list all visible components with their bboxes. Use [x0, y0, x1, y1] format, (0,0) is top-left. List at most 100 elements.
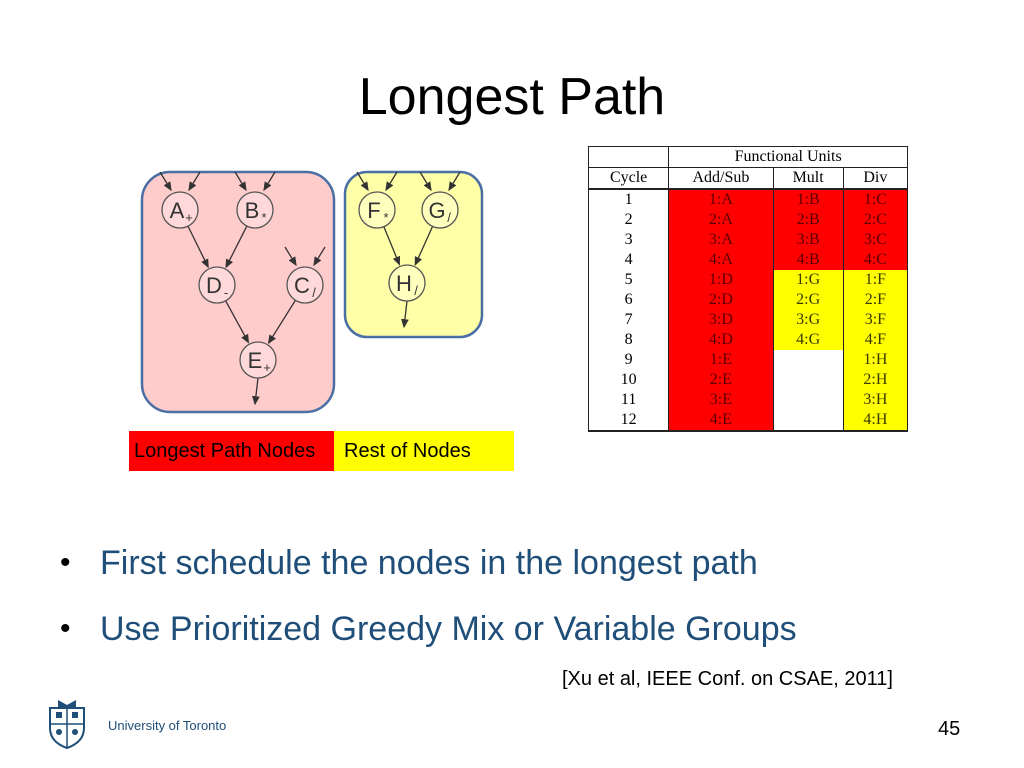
cell-mult — [772, 350, 844, 370]
table-row: 8 4:D 4:G 4:F — [587, 330, 909, 350]
node-op: - — [224, 285, 228, 300]
cell-add-sub: 2:A — [668, 210, 774, 230]
university-crest-icon — [49, 700, 85, 750]
schedule-table: Functional Units Cycle Add/Sub Mult Div … — [587, 146, 909, 432]
table-row: 10 2:E 2:H — [587, 370, 909, 390]
cell-cycle: 2 — [587, 210, 670, 230]
bullet-item: • First schedule the nodes in the longest… — [60, 530, 797, 596]
cell-mult — [772, 370, 844, 390]
cell-add-sub: 1:D — [668, 270, 774, 290]
cell-div: 1:F — [842, 270, 909, 290]
dfg-node: F * — [358, 191, 396, 229]
longest-path-group — [140, 170, 336, 414]
cell-add-sub: 4:E — [668, 410, 774, 432]
cell-add-sub: 3:A — [668, 230, 774, 250]
dfg-node: H / — [388, 264, 426, 302]
cell-div: 3:C — [842, 230, 909, 250]
node-label: A — [170, 198, 185, 223]
col-header-cycle: Cycle — [587, 167, 670, 190]
table-row: 6 2:D 2:G 2:F — [587, 290, 909, 310]
cell-add-sub: 1:A — [668, 189, 774, 210]
col-header-mult: Mult — [772, 167, 844, 190]
output-edge — [252, 377, 260, 406]
output-edge — [401, 300, 409, 329]
color-legend: Longest Path Nodes Rest of Nodes — [129, 431, 514, 471]
cell-cycle: 11 — [587, 390, 670, 410]
input-edge — [284, 246, 297, 267]
node-op: * — [261, 210, 266, 225]
cell-cycle: 1 — [587, 189, 670, 210]
bullet-list: • First schedule the nodes in the longest… — [60, 530, 797, 662]
col-header-add-sub: Add/Sub — [668, 167, 774, 190]
cell-div: 2:C — [842, 210, 909, 230]
table-row: 3 3:A 3:B 3:C — [587, 230, 909, 250]
col-header-div: Div — [842, 167, 909, 190]
legend-rest-nodes: Rest of Nodes — [334, 431, 514, 471]
input-edge — [419, 171, 432, 192]
cell-cycle: 5 — [587, 270, 670, 290]
cell-add-sub: 4:A — [668, 250, 774, 270]
input-edge — [263, 171, 276, 192]
input-edge — [159, 171, 172, 192]
cell-cycle: 10 — [587, 370, 670, 390]
node-op: / — [414, 283, 418, 298]
table-group-header: Functional Units — [668, 146, 908, 168]
input-edge — [188, 171, 201, 192]
node-label: B — [245, 198, 260, 223]
input-edge — [356, 171, 369, 192]
input-edge — [385, 171, 398, 192]
node-op: + — [185, 210, 193, 225]
graph-edge — [383, 226, 401, 266]
cell-div: 4:C — [842, 250, 909, 270]
cell-cycle: 3 — [587, 230, 670, 250]
cell-add-sub: 2:D — [668, 290, 774, 310]
cell-cycle: 4 — [587, 250, 670, 270]
cell-mult — [772, 410, 844, 432]
table-row: 4 4:A 4:B 4:C — [587, 250, 909, 270]
cell-div: 1:C — [842, 189, 909, 210]
table-row: 7 3:D 3:G 3:F — [587, 310, 909, 330]
node-op: / — [312, 285, 316, 300]
graph-edge — [187, 225, 209, 269]
dfg-node: A + — [161, 191, 199, 229]
table-row: 11 3:E 3:H — [587, 390, 909, 410]
bullet-dot-icon: • — [60, 612, 71, 645]
graph-edge — [414, 226, 434, 266]
dfg-node: B * — [236, 191, 274, 229]
cell-cycle: 7 — [587, 310, 670, 330]
cell-div: 4:F — [842, 330, 909, 350]
slide-title: Longest Path — [358, 68, 666, 126]
rest-nodes-group — [343, 170, 484, 339]
input-edge — [234, 171, 247, 192]
node-label: E — [248, 348, 263, 373]
graph-edge — [225, 225, 248, 269]
graph-edge — [267, 299, 296, 345]
cell-div: 3:F — [842, 310, 909, 330]
table-corner — [587, 146, 670, 168]
cell-mult: 3:G — [772, 310, 844, 330]
dfg-node: D- — [198, 266, 236, 304]
cell-add-sub: 2:E — [668, 370, 774, 390]
table-row: 9 1:E 1:H — [587, 350, 909, 370]
node-label: H — [396, 271, 412, 296]
node-label: C — [294, 273, 310, 298]
page-number: 45 — [938, 718, 961, 740]
node-label: D — [206, 273, 222, 298]
cell-add-sub: 3:E — [668, 390, 774, 410]
cell-mult — [772, 390, 844, 410]
cell-mult: 3:B — [772, 230, 844, 250]
cell-cycle: 12 — [587, 410, 670, 432]
cell-mult: 1:G — [772, 270, 844, 290]
cell-mult: 1:B — [772, 189, 844, 210]
legend-longest-path: Longest Path Nodes — [129, 431, 334, 471]
cell-div: 2:H — [842, 370, 909, 390]
node-label: G — [428, 198, 445, 223]
cell-mult: 4:G — [772, 330, 844, 350]
university-name: University of Toronto — [108, 718, 227, 733]
cell-div: 3:H — [842, 390, 909, 410]
input-edge — [448, 171, 461, 192]
input-edge — [313, 246, 326, 267]
cell-div: 4:H — [842, 410, 909, 432]
table-row: 1 1:A 1:B 1:C — [587, 189, 909, 210]
cell-add-sub: 3:D — [668, 310, 774, 330]
